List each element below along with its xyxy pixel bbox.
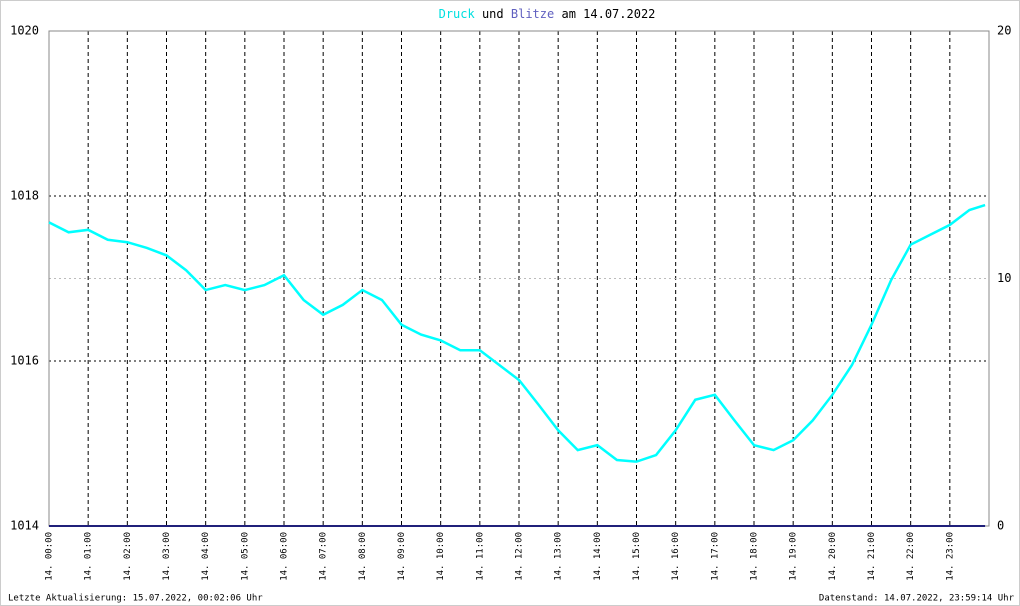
x-tick-label: 14. 16:00 [671, 532, 681, 581]
y2-tick-label: 20 [997, 24, 1011, 38]
series-line [48, 203, 986, 463]
x-tick-label: 14. 01:00 [84, 532, 94, 581]
x-tick-label: 14. 15:00 [632, 532, 642, 581]
title-connector: und [482, 7, 504, 21]
x-tick-label: 14. 23:00 [945, 532, 955, 581]
x-tick-label: 14. 13:00 [554, 532, 564, 581]
x-tick-label: 14. 05:00 [240, 532, 250, 581]
y-tick-label: 1020 [10, 24, 39, 38]
y-tick-label: 1014 [10, 519, 39, 533]
x-tick-label: 14. 18:00 [750, 532, 760, 581]
x-tick-label: 14. 20:00 [828, 532, 838, 581]
title-series-1: Druck [439, 7, 476, 21]
x-tick-label: 14. 08:00 [358, 532, 368, 581]
y-tick-label: 1016 [10, 354, 39, 368]
x-tick-label: 14. 09:00 [397, 532, 407, 581]
x-tick-label: 14. 10:00 [436, 532, 446, 581]
x-tick-label: 14. 12:00 [515, 532, 525, 581]
x-tick-label: 14. 02:00 [123, 532, 133, 581]
x-tick-label: 14. 22:00 [906, 532, 916, 581]
x-tick-label: 14. 03:00 [162, 532, 172, 581]
y2-tick-label: 0 [997, 519, 1004, 533]
x-tick-label: 14. 07:00 [319, 532, 329, 581]
x-tick-label: 14. 06:00 [280, 532, 290, 581]
x-tick-label: 14. 21:00 [867, 532, 877, 581]
title-date: am 14.07.2022 [561, 7, 655, 21]
y-tick-label: 1018 [10, 189, 39, 203]
x-tick-label: 14. 14:00 [593, 532, 603, 581]
chart-title: Druck und Blitze am 14.07.2022 [439, 7, 656, 21]
title-series-2: Blitze [511, 7, 554, 21]
footer-right: Datenstand: 14.07.2022, 23:59:14 Uhr [819, 594, 1015, 604]
x-tick-label: 14. 11:00 [475, 532, 485, 581]
y2-tick-label: 10 [997, 271, 1011, 285]
footer-left: Letzte Aktualisierung: 15.07.2022, 00:02… [8, 594, 263, 604]
x-tick-label: 14. 19:00 [789, 532, 799, 581]
x-tick-label: 14. 04:00 [201, 532, 211, 581]
x-tick-label: 14. 17:00 [710, 532, 720, 581]
x-tick-label: 14. 00:00 [45, 532, 55, 581]
